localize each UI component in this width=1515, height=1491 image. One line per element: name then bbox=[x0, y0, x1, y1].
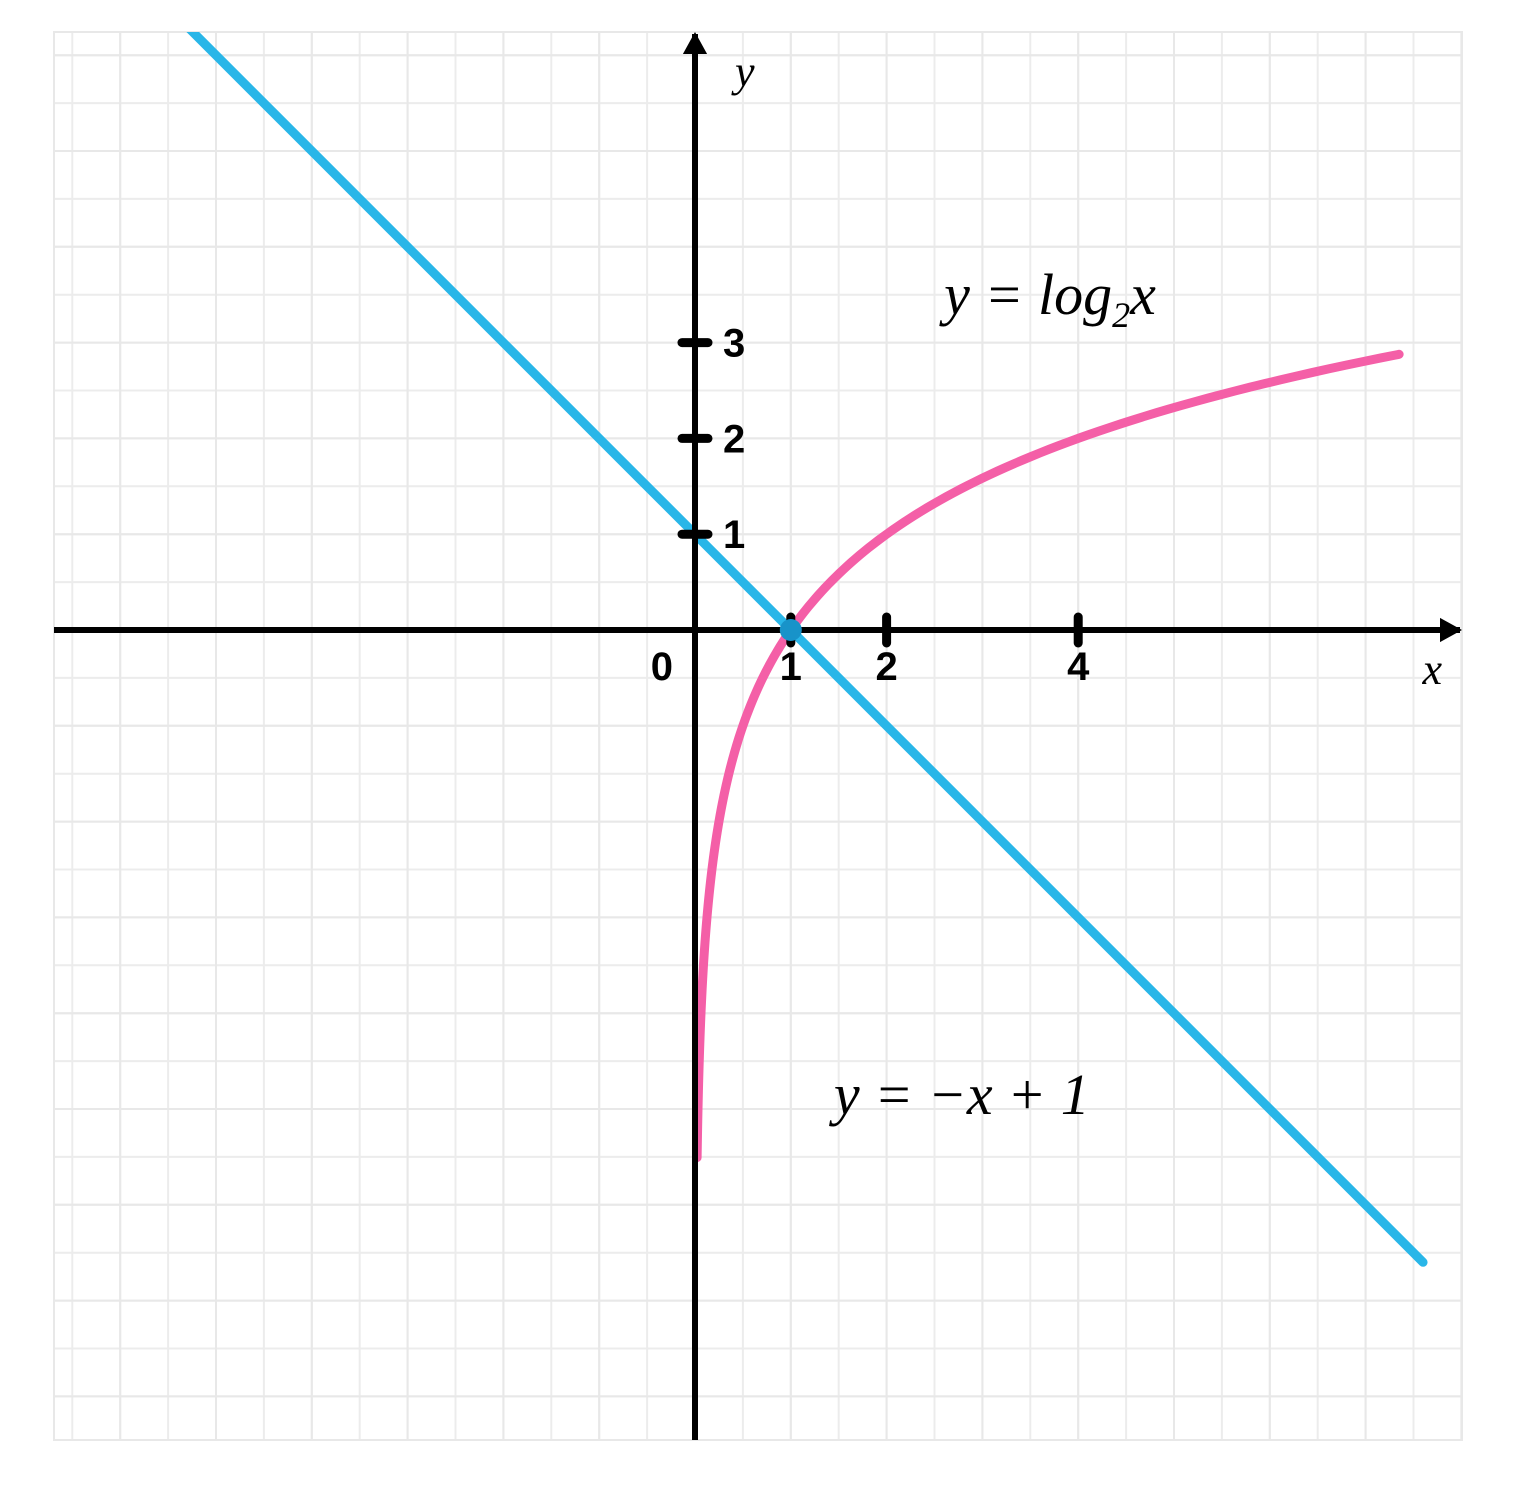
chart-container: xy0124123y = log2xy = −x + 1 bbox=[0, 0, 1515, 1491]
x-tick-label: 4 bbox=[1067, 645, 1090, 689]
origin-label: 0 bbox=[651, 645, 673, 689]
y-tick-label: 2 bbox=[723, 417, 745, 461]
x-tick-label: 2 bbox=[875, 645, 897, 689]
y-tick-label: 3 bbox=[723, 322, 745, 366]
equation-label-1: y = −x + 1 bbox=[829, 1062, 1090, 1127]
function-plot: xy0124123y = log2xy = −x + 1 bbox=[0, 0, 1515, 1491]
y-tick-label: 1 bbox=[723, 513, 745, 557]
y-axis-label: y bbox=[731, 47, 755, 96]
x-axis-label: x bbox=[1421, 645, 1442, 694]
x-tick-label: 1 bbox=[780, 645, 802, 689]
intersection-point bbox=[780, 619, 802, 641]
